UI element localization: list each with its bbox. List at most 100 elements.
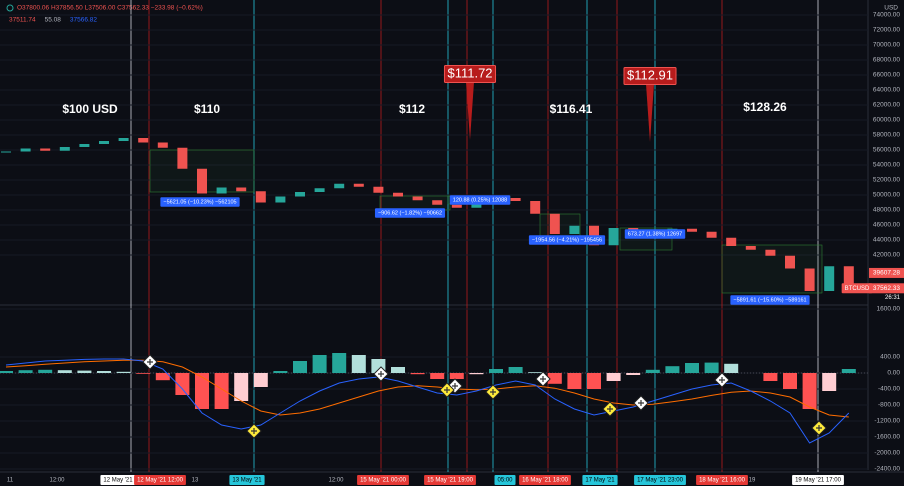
- measurement-label: 673.27 (1.38%) 12697: [628, 231, 682, 237]
- candle: [569, 225, 580, 234]
- candle: [275, 196, 286, 203]
- candle: [197, 168, 207, 194]
- callout-box: [443, 65, 497, 83]
- histogram-bar: [587, 373, 601, 389]
- histogram-bar: [606, 373, 621, 381]
- histogram-bar: [685, 363, 699, 373]
- candle: [451, 204, 462, 208]
- time-label-box: [696, 475, 748, 485]
- measurement-label: 120.88 (0.25%) 12088: [453, 197, 507, 203]
- marker-cross: [719, 377, 725, 383]
- y-tick-label: -1600.00: [874, 434, 900, 441]
- histogram-bar: [665, 366, 680, 373]
- marker-cross: [638, 400, 644, 406]
- marker-cross: [147, 359, 153, 365]
- candle: [314, 188, 325, 192]
- candle: [334, 183, 345, 189]
- histogram-bar: [273, 371, 288, 373]
- candle: [510, 197, 521, 201]
- symbol-label: BTCUSD: [845, 286, 870, 292]
- time-label: 12 May '21: [103, 478, 133, 484]
- measurement-label-box: [528, 235, 606, 245]
- histogram-bar: [332, 353, 347, 373]
- y-tick-label: -400.00: [878, 386, 900, 393]
- y-tick-label: 44000.00: [873, 237, 900, 244]
- candle: [255, 191, 266, 203]
- time-label-box: [424, 475, 476, 485]
- candle: [99, 140, 109, 144]
- time-label: 18 May '21 16:00: [699, 478, 746, 484]
- histogram-bar: [234, 373, 249, 401]
- price-label-box: [869, 283, 904, 294]
- candle: [295, 191, 305, 197]
- y-tick-label: 64000.00: [873, 87, 900, 94]
- annotation: $128.26: [743, 100, 787, 114]
- annotation: $116.41: [550, 102, 593, 116]
- marker-cross: [251, 428, 257, 434]
- histogram-bar: [508, 367, 523, 373]
- candle: [726, 237, 737, 246]
- time-label: 15 May '21 19:00: [427, 478, 474, 484]
- marker-cross: [540, 376, 546, 382]
- candle: [745, 245, 756, 250]
- measurement-label-box: [374, 208, 446, 218]
- time-label: 17 May '21: [585, 478, 615, 484]
- y-tick-label: -2400.00: [874, 466, 900, 473]
- time-label: 16 May '21 18:00: [522, 478, 569, 484]
- candle: [412, 196, 423, 201]
- histogram-bar: [449, 373, 464, 379]
- histogram-bar: [116, 371, 131, 373]
- measurement-label-box: [160, 197, 240, 207]
- candle: [20, 148, 31, 152]
- candle: [353, 183, 364, 187]
- time-label-box: [634, 475, 686, 485]
- callout: $111.72: [447, 65, 492, 80]
- currency[interactable]: USD: [884, 5, 898, 12]
- y-tick-label: 48000.00: [873, 207, 900, 214]
- time-label: 13 May '21: [232, 478, 262, 484]
- histogram-bar: [351, 355, 366, 373]
- y-tick-label: 46000.00: [873, 222, 900, 229]
- callout-box: [623, 67, 677, 85]
- countdown: 26:31: [885, 295, 901, 301]
- measurement-label: −906.62 (−1.82%) −90662: [378, 210, 442, 216]
- candle: [59, 146, 70, 151]
- histogram-bar: [293, 361, 307, 373]
- time-label-box: [582, 475, 618, 485]
- y-tick-label: 1600.00: [877, 306, 901, 313]
- symbol-label-box: [841, 283, 873, 294]
- candle: [40, 148, 51, 151]
- histogram-bar: [645, 369, 660, 373]
- histogram-bar: [489, 369, 503, 373]
- candle: [530, 200, 541, 214]
- time-label: 15 May '21 00:00: [360, 478, 407, 484]
- y-tick-label: 56000.00: [873, 147, 900, 154]
- histogram-bar: [802, 373, 817, 409]
- candle: [79, 143, 90, 147]
- measurement-label: −1954.56 (−4.21%) −195456: [532, 237, 602, 243]
- annotation: $112: [399, 102, 425, 116]
- histogram-bar: [214, 373, 229, 409]
- candle: [549, 213, 560, 234]
- y-tick-label: 42000.00: [873, 252, 900, 259]
- annotation: $110: [194, 102, 220, 116]
- y-tick-label: 50000.00: [873, 192, 900, 199]
- candle: [393, 192, 403, 197]
- histogram-bar: [253, 373, 268, 387]
- y-tick-label: 66000.00: [873, 72, 900, 79]
- measurement-label: −5621.05 (−10.23%) −562105: [163, 199, 236, 205]
- histogram-bar: [763, 373, 778, 381]
- header-badge-box: [6, 14, 39, 26]
- histogram-bar: [430, 373, 445, 379]
- histogram-bar: [528, 372, 543, 373]
- candle: [608, 227, 619, 246]
- candle: [824, 266, 835, 291]
- marker-cross: [378, 371, 384, 377]
- histogram-bar: [469, 373, 484, 375]
- histogram-bar: [18, 370, 33, 373]
- y-tick-label: 72000.00: [873, 27, 900, 34]
- time-label: 11: [7, 478, 14, 484]
- candle: [138, 137, 149, 143]
- callout: $112.91: [627, 67, 673, 82]
- histogram-bar: [195, 373, 209, 409]
